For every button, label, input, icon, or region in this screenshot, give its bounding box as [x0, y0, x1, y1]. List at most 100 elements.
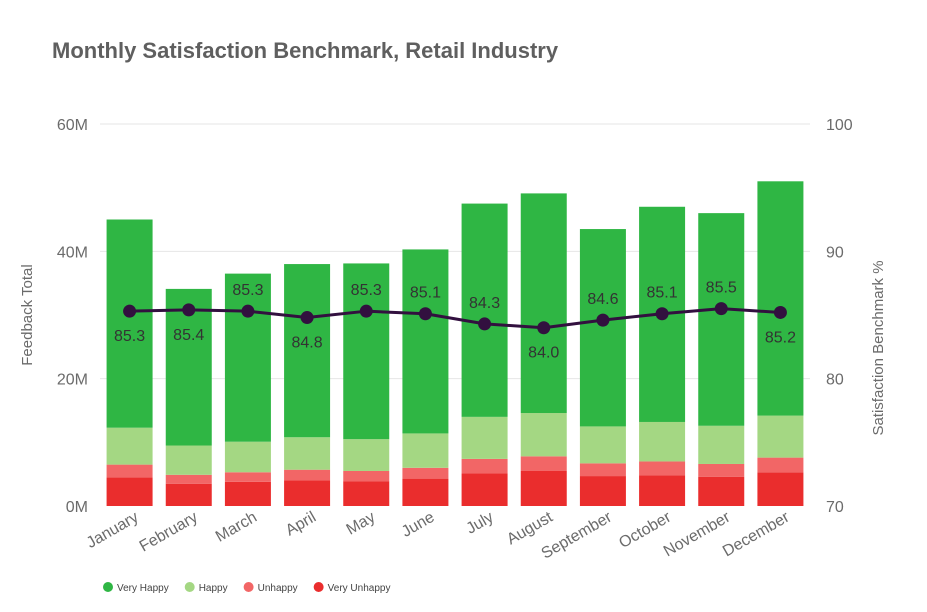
bar-segment-very-unhappy	[639, 475, 686, 506]
legend-label[interactable]: Very Happy	[117, 583, 169, 594]
benchmark-point	[241, 304, 255, 318]
benchmark-data-label: 85.4	[173, 327, 204, 344]
bar-segment-happy	[224, 441, 271, 473]
benchmark-data-label: 84.6	[587, 291, 618, 308]
benchmark-point	[596, 313, 610, 327]
benchmark-point	[182, 303, 196, 317]
benchmark-line	[129, 307, 781, 330]
bar-segment-happy	[579, 426, 626, 464]
benchmark-point	[418, 307, 432, 321]
y-tick-label: 60M	[57, 117, 88, 134]
bar-segment-happy	[639, 421, 686, 462]
bar-segment-unhappy	[579, 463, 626, 477]
benchmark-point	[773, 305, 787, 319]
y-tick-label: 0M	[66, 499, 88, 516]
bar-segment-very-unhappy	[698, 476, 745, 506]
bar-segment-very-happy	[520, 193, 567, 414]
bar-segment-unhappy	[461, 458, 508, 474]
benchmark-data-label: 84.0	[528, 345, 559, 362]
benchmark-data-label: 85.3	[351, 282, 382, 299]
bar-segment-happy	[698, 425, 745, 464]
bar-segment-happy	[520, 413, 567, 457]
legend: Very Happy Happy Unhappy Very Unhappy	[103, 582, 390, 594]
gridlines	[100, 123, 810, 380]
x-tick-label: February	[137, 509, 201, 556]
x-tick-label: June	[399, 509, 438, 541]
chart-title: Monthly Satisfaction Benchmark, Retail I…	[52, 38, 559, 63]
bar-segment-unhappy	[639, 461, 686, 476]
legend-swatch	[243, 582, 254, 592]
legend-swatch	[103, 582, 113, 592]
benchmark-point	[537, 321, 551, 335]
bar-segment-very-unhappy	[106, 477, 153, 506]
bar-segment-very-happy	[224, 273, 271, 442]
benchmark-point	[655, 307, 669, 321]
bar-segment-very-unhappy	[579, 476, 626, 506]
bar-segment-unhappy	[284, 469, 331, 481]
bar-segment-very-unhappy	[402, 478, 449, 506]
bar-segment-happy	[402, 433, 449, 468]
bar-segment-very-unhappy	[224, 481, 271, 506]
bar-segment-very-happy	[343, 263, 390, 440]
bar-segment-happy	[165, 445, 212, 475]
y2-tick-label: 90	[826, 244, 844, 261]
bar-segment-very-happy	[757, 181, 804, 416]
bar-segment-happy	[343, 439, 390, 471]
bar-segment-very-unhappy	[165, 483, 212, 506]
legend-label[interactable]: Happy	[199, 583, 228, 594]
bar-segment-happy	[757, 415, 804, 458]
bar-segment-happy	[106, 427, 153, 465]
benchmark-line-group: 85.3 85.4 85.3 84.8 85.3 85.1 84.3 84.0 84.6 85.1…	[114, 280, 796, 362]
bar-segment-unhappy	[224, 472, 271, 482]
bar-segment-very-unhappy	[461, 473, 508, 506]
benchmark-data-label: 85.5	[706, 280, 737, 297]
bar-segment-happy	[284, 437, 331, 470]
benchmark-point	[359, 304, 373, 318]
bar-segment-unhappy	[757, 457, 804, 473]
bar-segment-very-unhappy	[520, 470, 567, 506]
bar-segment-unhappy	[106, 464, 153, 478]
y2-axis-title: Satisfaction Benchmark %	[870, 260, 887, 435]
y2-tick-label: 70	[826, 499, 844, 516]
stacked-bars	[106, 181, 804, 506]
benchmark-point	[300, 311, 314, 325]
benchmark-data-label: 85.1	[410, 285, 441, 302]
x-tick-label: January	[84, 509, 142, 552]
x-tick-label: December	[720, 508, 793, 560]
bar-segment-very-happy	[284, 264, 331, 438]
legend-label[interactable]: Unhappy	[258, 583, 298, 594]
bar-segment-unhappy	[343, 470, 390, 482]
x-tick-label: March	[213, 509, 260, 546]
x-tick-label: July	[463, 509, 496, 538]
y-axis-title: Feedback Total	[19, 264, 36, 365]
legend-swatch	[184, 582, 195, 592]
benchmark-point	[714, 302, 728, 316]
legend-label[interactable]: Very Unhappy	[328, 583, 391, 594]
bar-segment-very-happy	[402, 249, 449, 434]
benchmark-data-label: 85.3	[232, 282, 263, 299]
y-tick-label: 40M	[57, 244, 88, 261]
benchmark-data-label: 85.2	[765, 329, 796, 346]
benchmark-data-label: 85.3	[114, 328, 145, 345]
y2-tick-label: 100	[826, 117, 853, 134]
bar-segment-very-happy	[106, 219, 153, 428]
benchmark-point	[478, 317, 492, 331]
x-tick-label: May	[344, 509, 379, 539]
benchmark-point	[123, 304, 137, 318]
bar-segment-very-unhappy	[343, 481, 390, 506]
bar-segment-very-happy	[698, 213, 745, 426]
legend-swatch	[313, 582, 324, 592]
benchmark-data-label: 85.1	[647, 285, 678, 302]
bar-segment-very-happy	[461, 203, 508, 417]
bar-segment-very-happy	[579, 229, 626, 427]
bar-segment-happy	[461, 416, 508, 459]
bar-segment-unhappy	[520, 456, 567, 471]
benchmark-data-label: 84.8	[292, 335, 323, 352]
benchmark-data-label: 84.3	[469, 295, 500, 312]
bar-segment-very-unhappy	[284, 480, 331, 506]
y-tick-label: 20M	[57, 372, 88, 389]
bar-segment-very-unhappy	[757, 472, 804, 506]
bar-segment-unhappy	[698, 463, 745, 477]
bar-segment-unhappy	[402, 467, 449, 479]
